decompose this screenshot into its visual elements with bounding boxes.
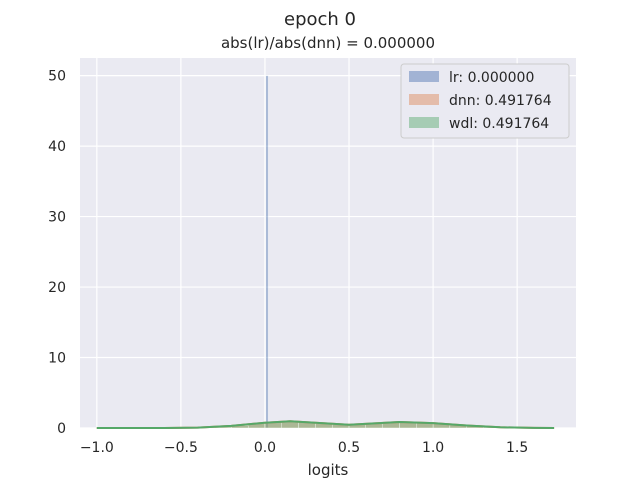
legend: lr: 0.000000 dnn: 0.491764 wdl: 0.491764: [400, 63, 570, 139]
figure-suptitle: epoch 0: [284, 9, 356, 30]
x-tick-labels: −1.0 −0.5 0.0 0.5 1.0 1.5: [80, 440, 528, 456]
y-tick-labels: 0 10 20 30 40 50: [48, 69, 66, 437]
legend-label: wdl: 0.491764: [449, 116, 549, 132]
kde-curve: [96, 420, 555, 429]
kde-curves: [96, 420, 555, 429]
x-tick-label: −0.5: [164, 440, 198, 456]
legend-box: [400, 63, 570, 139]
x-tick-label: 0.5: [338, 440, 360, 456]
x-tick-label: 0.0: [254, 440, 276, 456]
x-axis-label: logits: [308, 461, 349, 479]
legend-swatch: [409, 117, 439, 128]
y-tick-label: 10: [48, 351, 66, 367]
y-tick-label: 50: [48, 69, 66, 85]
legend-swatch: [409, 71, 439, 82]
y-tick-label: 20: [48, 280, 66, 296]
y-tick-label: 0: [57, 421, 66, 437]
legend-label: lr: 0.000000: [449, 70, 534, 86]
y-tick-label: 30: [48, 210, 66, 226]
legend-label: dnn: 0.491764: [449, 93, 552, 109]
x-tick-label: 1.0: [422, 440, 444, 456]
y-tick-label: 40: [48, 139, 66, 155]
x-tick-label: −1.0: [80, 440, 114, 456]
x-tick-label: 1.5: [506, 440, 528, 456]
grid-lines: [80, 58, 576, 429]
chart-title: abs(lr)/abs(dnn) = 0.000000: [221, 34, 435, 52]
legend-swatch: [409, 94, 439, 105]
histogram-bar: [265, 75, 269, 429]
